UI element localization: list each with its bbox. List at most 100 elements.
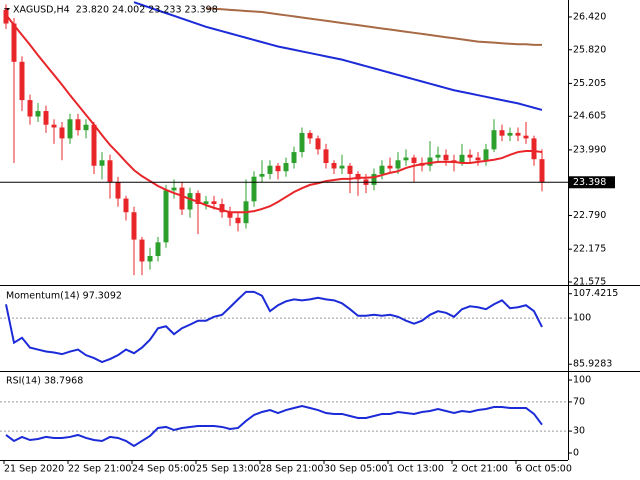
- candle-body: [523, 135, 529, 139]
- candle-body: [51, 124, 57, 128]
- candle-body: [19, 61, 25, 101]
- indicator-line: [5, 290, 543, 364]
- x-tick-label: 1 Oct 13:00: [388, 464, 444, 475]
- candle-body: [395, 160, 401, 169]
- y-tick-label: 107.4215: [573, 288, 618, 299]
- candle-body: [371, 173, 377, 185]
- candle-body: [515, 132, 521, 136]
- candle-body: [323, 149, 329, 164]
- candle-body: [283, 163, 289, 172]
- candle-body: [155, 242, 161, 257]
- y-tick-label: 70: [573, 396, 585, 407]
- candle-body: [75, 119, 81, 131]
- candle-body: [171, 187, 177, 191]
- y-tick-label: 22.790: [573, 210, 606, 221]
- candle-body: [27, 100, 33, 117]
- x-tick-label: 30 Sep 05:00: [324, 464, 387, 475]
- candle-body: [387, 165, 393, 169]
- candle-body: [211, 201, 217, 205]
- current-price-box: [569, 176, 615, 189]
- current-price-label: 23.398: [573, 177, 606, 188]
- candle-body: [531, 138, 537, 160]
- candle-body: [91, 124, 97, 166]
- moving-average: [133, 1, 543, 111]
- candle-body: [179, 187, 185, 210]
- candle-body: [307, 132, 313, 139]
- candle-body: [467, 154, 473, 158]
- candle-body: [203, 201, 209, 205]
- candle-body: [459, 154, 465, 164]
- candle-body: [443, 154, 449, 161]
- candle-body: [195, 193, 201, 205]
- chart-title: XAGUSD,H4 23.820 24.002 23.233 23.398: [13, 5, 218, 16]
- x-tick-label: 28 Sep 21:00: [260, 464, 323, 475]
- candle-body: [499, 130, 505, 136]
- y-tick-label: 22.175: [573, 244, 606, 255]
- candle-body: [299, 132, 305, 153]
- y-tick-label: 23.990: [573, 144, 606, 155]
- candle-body: [131, 212, 137, 240]
- candle-body: [251, 176, 257, 202]
- candle-body: [163, 190, 169, 243]
- x-tick-label: 2 Oct 21:00: [452, 464, 508, 475]
- candle-body: [507, 132, 513, 136]
- candle-body: [347, 165, 353, 174]
- moving-average: [205, 7, 542, 46]
- y-tick-label: 21.575: [573, 276, 606, 287]
- y-tick-label: 0: [573, 447, 579, 458]
- candle-body: [539, 159, 545, 183]
- y-tick-label: 100: [573, 375, 591, 386]
- candle-body: [67, 119, 73, 139]
- candle-body: [11, 23, 17, 62]
- candle-body: [43, 111, 49, 125]
- candle-body: [59, 127, 65, 139]
- candle-body: [435, 154, 441, 158]
- candle-body: [427, 157, 433, 166]
- candle-body: [483, 149, 489, 161]
- x-tick-label: 24 Sep 05:00: [132, 464, 195, 475]
- candle-body: [99, 160, 105, 166]
- candle-body: [275, 165, 281, 172]
- candle-body: [491, 130, 497, 150]
- y-tick-label: 25.205: [573, 78, 606, 89]
- x-tick-label: 6 Oct 05:00: [516, 464, 572, 475]
- candle-body: [3, 9, 9, 24]
- candle-body: [123, 198, 129, 213]
- candle-body: [379, 165, 385, 174]
- candle-body: [35, 111, 41, 117]
- candle-body: [475, 157, 481, 161]
- candle-body: [235, 217, 241, 224]
- x-tick-label: 22 Sep 21:00: [68, 464, 131, 475]
- y-tick-label: 24.605: [573, 111, 606, 122]
- candle-body: [219, 204, 225, 213]
- candle-body: [355, 173, 361, 180]
- candle-body: [403, 157, 409, 161]
- y-tick-label: 100: [573, 313, 591, 324]
- x-tick-label: 21 Sep 2020: [4, 464, 64, 475]
- candle-body: [83, 124, 89, 131]
- candle-body: [107, 160, 113, 183]
- candle-body: [411, 157, 417, 164]
- candle-body: [139, 239, 145, 262]
- candle-body: [339, 165, 345, 169]
- y-tick-label: 85.9283: [573, 359, 612, 370]
- candle-body: [147, 256, 153, 262]
- candle-body: [259, 173, 265, 177]
- y-tick-label: 30: [573, 426, 585, 437]
- candle-body: [267, 165, 273, 174]
- candle-body: [315, 138, 321, 150]
- y-tick-label: 25.820: [573, 44, 606, 55]
- indicator-title: RSI(14) 38.7968: [6, 376, 83, 387]
- candle-body: [187, 193, 193, 210]
- candle-body: [291, 152, 297, 164]
- candle-body: [331, 163, 337, 169]
- x-tick-label: 25 Sep 13:00: [196, 464, 259, 475]
- candle-body: [227, 212, 233, 218]
- moving-average: [5, 14, 543, 214]
- candle-body: [115, 182, 121, 199]
- indicator-title: Momentum(14) 97.3092: [6, 291, 122, 302]
- y-tick-label: 26.420: [573, 11, 606, 22]
